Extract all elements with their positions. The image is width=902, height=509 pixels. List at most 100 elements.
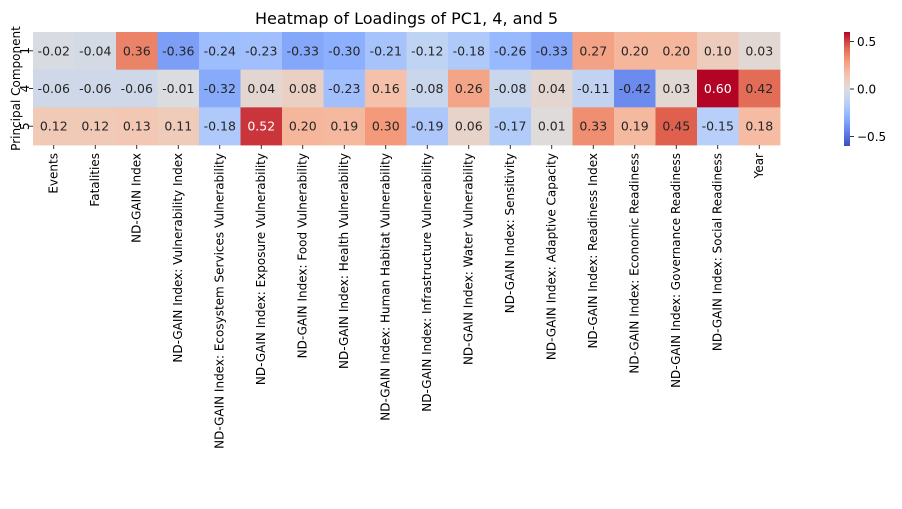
cell-annotation: 0.60 bbox=[704, 81, 732, 96]
x-tick-label: ND-GAIN Index: Health Vulnerability bbox=[337, 153, 351, 369]
x-tick-label: ND-GAIN Index: Infrastructure Vulnerabil… bbox=[420, 153, 434, 412]
heatmap-cell bbox=[614, 32, 656, 71]
heatmap-cell bbox=[655, 107, 698, 146]
cell-annotation: -0.30 bbox=[328, 43, 360, 58]
x-tick-label: ND-GAIN Index: Economic Readiness bbox=[628, 153, 642, 374]
heatmap-cell bbox=[489, 32, 532, 71]
x-tick-label: ND-GAIN Index: Social Readiness bbox=[711, 153, 725, 351]
y-tick-label: 1 bbox=[18, 47, 32, 55]
cell-annotation: 0.16 bbox=[372, 81, 400, 96]
cell-annotation: 0.27 bbox=[579, 43, 607, 58]
heatmap-cell bbox=[116, 32, 158, 71]
cell-annotation: -0.06 bbox=[121, 81, 153, 96]
x-tick-label: ND-GAIN Index: Food Vulnerability bbox=[296, 153, 310, 358]
cell-annotation: 0.08 bbox=[289, 81, 317, 96]
chart-title: Heatmap of Loadings of PC1, 4, and 5 bbox=[255, 9, 558, 28]
cell-annotation: 0.36 bbox=[123, 43, 151, 58]
heatmap-cell bbox=[697, 107, 739, 146]
heatmap-cell bbox=[365, 107, 407, 146]
heatmap-cell bbox=[74, 32, 117, 71]
cell-annotation: -0.21 bbox=[370, 43, 402, 58]
cell-annotation: -0.19 bbox=[411, 119, 443, 134]
colorbar-tick-label: 0.0 bbox=[857, 83, 876, 97]
cell-annotation: -0.17 bbox=[494, 119, 526, 134]
heatmap-cell bbox=[489, 107, 532, 146]
cell-annotation: -0.33 bbox=[287, 43, 319, 58]
cell-annotation: 0.19 bbox=[621, 119, 649, 134]
cell-annotation: 0.04 bbox=[538, 81, 566, 96]
heatmap-cell bbox=[116, 107, 158, 146]
cell-annotation: -0.23 bbox=[245, 43, 277, 58]
cell-annotation: -0.32 bbox=[204, 81, 236, 96]
heatmap-cell bbox=[572, 107, 615, 146]
colorbar-gradient bbox=[844, 32, 850, 146]
cell-annotation: -0.33 bbox=[536, 43, 568, 58]
cell-annotation: 0.11 bbox=[164, 119, 192, 134]
heatmap-cell bbox=[199, 107, 241, 146]
heatmap-cell bbox=[531, 32, 573, 71]
heatmap-cell bbox=[323, 107, 366, 146]
colorbar-tick-label: −0.5 bbox=[857, 130, 886, 144]
y-tick-label: 5 bbox=[18, 122, 32, 130]
heatmap-cell bbox=[282, 32, 324, 71]
x-tick-label: Year bbox=[752, 153, 766, 179]
heatmap-cell bbox=[157, 69, 200, 108]
x-tick-label: Fatalities bbox=[88, 153, 102, 207]
heatmap-cell bbox=[116, 69, 158, 108]
heatmap-cell bbox=[614, 107, 656, 146]
heatmap-cell bbox=[74, 69, 117, 108]
cell-annotation: -0.04 bbox=[79, 43, 111, 58]
x-tick-label: ND-GAIN Index: Ecosystem Services Vulner… bbox=[213, 153, 227, 449]
cell-annotation: 0.03 bbox=[662, 81, 690, 96]
cell-annotation: -0.42 bbox=[619, 81, 651, 96]
heatmap-cell bbox=[448, 32, 490, 71]
cell-annotation: 0.45 bbox=[662, 119, 690, 134]
heatmap-cell bbox=[448, 69, 490, 108]
x-tick-label: ND-GAIN Index: Adaptive Capacity bbox=[545, 153, 559, 360]
cell-annotation: 0.33 bbox=[579, 119, 607, 134]
cell-annotation: 0.01 bbox=[538, 119, 566, 134]
y-tick-label: 4 bbox=[18, 85, 32, 93]
heatmap-cell bbox=[323, 69, 366, 108]
x-tick-label: ND-GAIN Index: Water Vulnerability bbox=[462, 153, 476, 365]
x-tick-label: ND-GAIN Index bbox=[130, 153, 144, 243]
cell-annotation: 0.13 bbox=[123, 119, 151, 134]
cell-annotation: -0.08 bbox=[494, 81, 526, 96]
heatmap-cell bbox=[199, 69, 241, 108]
heatmap-cell bbox=[738, 69, 781, 108]
heatmap-cell bbox=[697, 69, 739, 108]
heatmap-cell bbox=[406, 107, 449, 146]
heatmap-cell bbox=[448, 107, 490, 146]
heatmap-cell bbox=[406, 32, 449, 71]
heatmap-cells bbox=[33, 32, 781, 146]
heatmap-cell bbox=[365, 32, 407, 71]
heatmap-cell bbox=[157, 107, 200, 146]
x-tick-label: ND-GAIN Index: Sensitivity bbox=[503, 153, 517, 313]
heatmap-cell bbox=[655, 69, 698, 108]
cell-annotation: 0.26 bbox=[455, 81, 483, 96]
heatmap-cell bbox=[33, 107, 75, 146]
cell-annotation: 0.30 bbox=[372, 119, 400, 134]
cell-annotation: 0.12 bbox=[81, 119, 109, 134]
cell-annotation: -0.02 bbox=[38, 43, 70, 58]
cell-annotation: -0.26 bbox=[494, 43, 526, 58]
heatmap-cell bbox=[406, 69, 449, 108]
cell-annotation: 0.12 bbox=[40, 119, 68, 134]
cell-annotation: -0.06 bbox=[38, 81, 70, 96]
heatmap-cell bbox=[157, 32, 200, 71]
cell-annotations: -0.02 -0.04 0.36 -0.36 -0.24 -0.23 -0.33 -0.30-… bbox=[38, 43, 774, 133]
x-tick-label: ND-GAIN Index: Vulnerability Index bbox=[171, 153, 185, 363]
heatmap-cell bbox=[531, 69, 573, 108]
colorbar: −0.5 0.0 0.5 bbox=[844, 32, 886, 146]
cell-annotation: 0.10 bbox=[704, 43, 732, 58]
cell-annotation: 0.20 bbox=[662, 43, 690, 58]
x-tick-label: ND-GAIN Index: Exposure Vulnerability bbox=[254, 153, 268, 385]
cell-annotation: 0.03 bbox=[745, 43, 773, 58]
cell-annotation: 0.04 bbox=[247, 81, 275, 96]
cell-annotation: -0.15 bbox=[702, 119, 734, 134]
y-tick-labels: 1 4 5 bbox=[18, 47, 33, 130]
cell-annotation: 0.20 bbox=[621, 43, 649, 58]
heatmap-cell bbox=[489, 69, 532, 108]
cell-annotation: 0.06 bbox=[455, 119, 483, 134]
